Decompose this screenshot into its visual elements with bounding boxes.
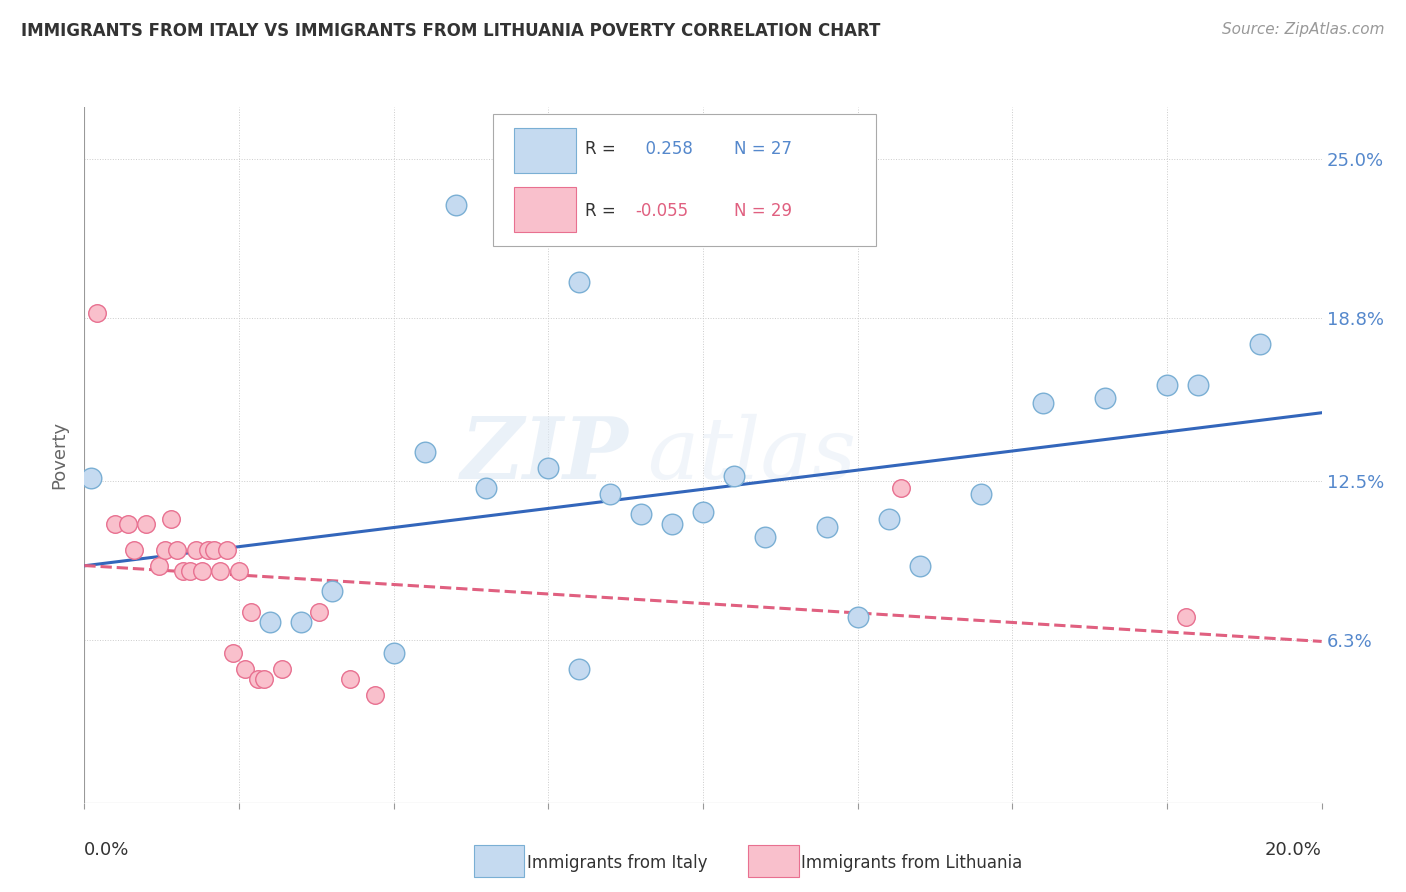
Point [908, 558, 931, 573]
Point [191, 564, 214, 578]
Text: -0.055: -0.055 [636, 202, 688, 220]
Point [692, 505, 714, 519]
Point [475, 482, 498, 496]
Point [86, 306, 108, 320]
Point [122, 543, 145, 558]
Point [568, 662, 591, 676]
Text: Immigrants from Italy: Immigrants from Italy [527, 854, 707, 871]
Point [166, 543, 188, 558]
Point [290, 615, 312, 630]
Point [1156, 378, 1178, 392]
Text: 20.0%: 20.0% [1265, 841, 1322, 859]
Text: Immigrants from Lithuania: Immigrants from Lithuania [801, 854, 1022, 871]
Point [444, 198, 467, 212]
Point [259, 615, 281, 630]
Point [79, 471, 101, 485]
Point [228, 564, 250, 578]
Point [184, 543, 207, 558]
Point [1094, 391, 1116, 405]
Point [209, 564, 232, 578]
Text: N = 27: N = 27 [734, 140, 792, 158]
FancyBboxPatch shape [492, 114, 876, 246]
Point [1174, 610, 1197, 624]
Point [661, 517, 683, 532]
Text: IMMIGRANTS FROM ITALY VS IMMIGRANTS FROM LITHUANIA POVERTY CORRELATION CHART: IMMIGRANTS FROM ITALY VS IMMIGRANTS FROM… [21, 22, 880, 40]
Point [233, 662, 256, 676]
Point [890, 482, 912, 496]
Text: 0.0%: 0.0% [84, 841, 129, 859]
Text: 0.258: 0.258 [636, 140, 693, 158]
FancyBboxPatch shape [513, 128, 575, 173]
Point [197, 543, 219, 558]
Point [222, 646, 245, 660]
Point [364, 688, 387, 702]
Text: R =: R = [585, 140, 616, 158]
Point [202, 543, 225, 558]
Point [153, 543, 176, 558]
Point [117, 517, 139, 532]
Point [630, 507, 652, 521]
Point [1032, 396, 1054, 410]
Point [240, 605, 263, 619]
Text: R =: R = [585, 202, 616, 220]
Text: atlas: atlas [647, 414, 856, 496]
Point [1187, 378, 1209, 392]
Point [413, 445, 436, 459]
Text: N = 29: N = 29 [734, 202, 792, 220]
Point [321, 584, 343, 599]
Point [104, 517, 127, 532]
Point [754, 530, 776, 544]
Point [537, 460, 560, 475]
Point [160, 512, 183, 526]
Point [215, 543, 238, 558]
Point [877, 512, 900, 526]
Point [1249, 337, 1271, 351]
Text: ZIP: ZIP [461, 413, 628, 497]
Point [339, 672, 361, 686]
Point [382, 646, 405, 660]
Point [172, 564, 194, 578]
Point [846, 610, 869, 624]
Point [723, 468, 745, 483]
Point [246, 672, 269, 686]
Point [135, 517, 157, 532]
FancyBboxPatch shape [513, 187, 575, 232]
Point [568, 275, 591, 289]
Point [815, 520, 838, 534]
Text: Source: ZipAtlas.com: Source: ZipAtlas.com [1222, 22, 1385, 37]
Point [271, 662, 294, 676]
Point [148, 558, 170, 573]
Point [179, 564, 201, 578]
Point [970, 486, 993, 500]
Point [599, 486, 621, 500]
Point [253, 672, 276, 686]
Y-axis label: Poverty: Poverty [51, 421, 69, 489]
Point [308, 605, 330, 619]
